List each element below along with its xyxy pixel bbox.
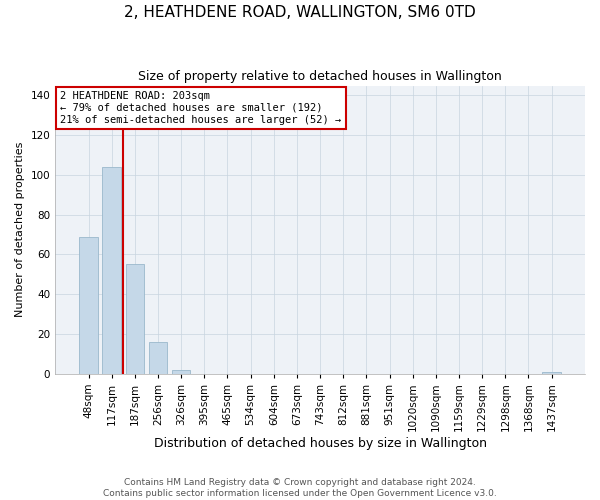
Text: 2, HEATHDENE ROAD, WALLINGTON, SM6 0TD: 2, HEATHDENE ROAD, WALLINGTON, SM6 0TD bbox=[124, 5, 476, 20]
Bar bbox=[79, 236, 98, 374]
Bar bbox=[103, 167, 121, 374]
Bar bbox=[542, 372, 561, 374]
Text: Contains HM Land Registry data © Crown copyright and database right 2024.
Contai: Contains HM Land Registry data © Crown c… bbox=[103, 478, 497, 498]
Bar bbox=[149, 342, 167, 374]
Bar bbox=[125, 264, 144, 374]
Text: 2 HEATHDENE ROAD: 203sqm
← 79% of detached houses are smaller (192)
21% of semi-: 2 HEATHDENE ROAD: 203sqm ← 79% of detach… bbox=[61, 92, 342, 124]
Bar bbox=[172, 370, 190, 374]
X-axis label: Distribution of detached houses by size in Wallington: Distribution of detached houses by size … bbox=[154, 437, 487, 450]
Y-axis label: Number of detached properties: Number of detached properties bbox=[15, 142, 25, 318]
Title: Size of property relative to detached houses in Wallington: Size of property relative to detached ho… bbox=[138, 70, 502, 83]
